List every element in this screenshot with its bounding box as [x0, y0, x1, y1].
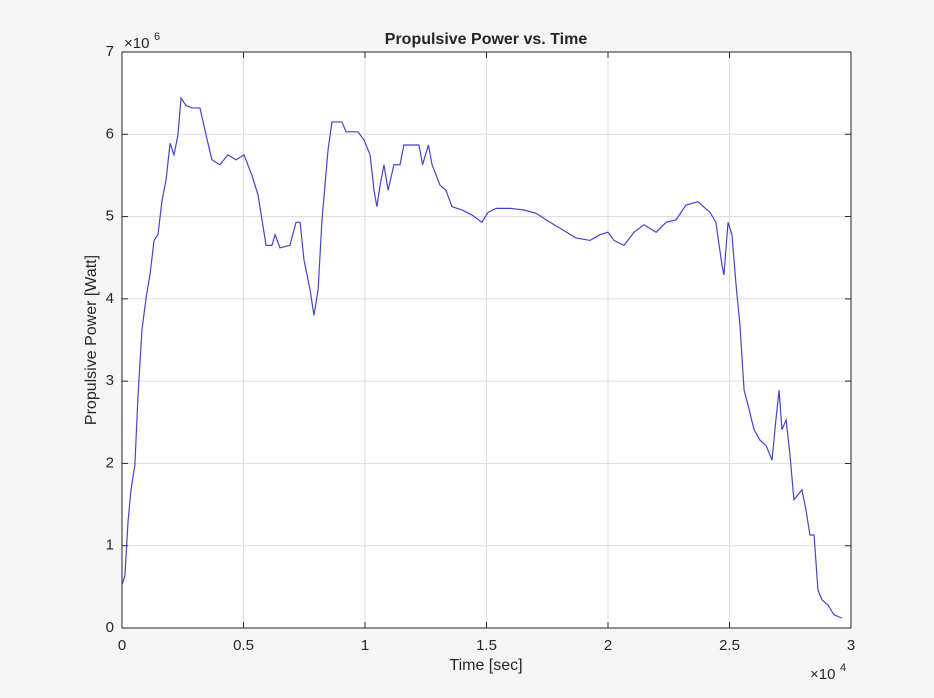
y-tick-label: 0 — [106, 619, 114, 636]
x-tick-label: 2 — [604, 637, 612, 654]
y-multiplier-exponent: 6 — [154, 31, 160, 43]
y-tick-label: 5 — [106, 208, 114, 225]
y-tick-label: 2 — [106, 454, 114, 471]
x-tick-label: 2.5 — [719, 637, 740, 654]
chart-title: Propulsive Power vs. Time — [385, 31, 588, 48]
data-line — [121, 96, 843, 619]
y-axis-label: Propulsive Power [Watt] — [83, 255, 100, 425]
y-tick-label: 3 — [106, 372, 114, 389]
x-tick-label: 0.5 — [233, 637, 254, 654]
y-multiplier-base: ×10 — [124, 35, 149, 52]
x-multiplier-exponent: 4 — [840, 662, 846, 674]
y-tick-label: 6 — [106, 125, 114, 142]
x-axis-label: Time [sec] — [449, 657, 522, 674]
y-tick-label: 4 — [106, 290, 114, 307]
axes-box — [121, 51, 852, 629]
y-tick-label: 7 — [106, 43, 114, 60]
x-tick-label: 1.5 — [476, 637, 497, 654]
x-tick-label: 1 — [361, 637, 369, 654]
x-tick-label: 3 — [847, 637, 855, 654]
x-tick-label: 0 — [118, 637, 126, 654]
x-multiplier-base: ×10 — [810, 666, 835, 683]
y-tick-label: 1 — [106, 537, 114, 554]
